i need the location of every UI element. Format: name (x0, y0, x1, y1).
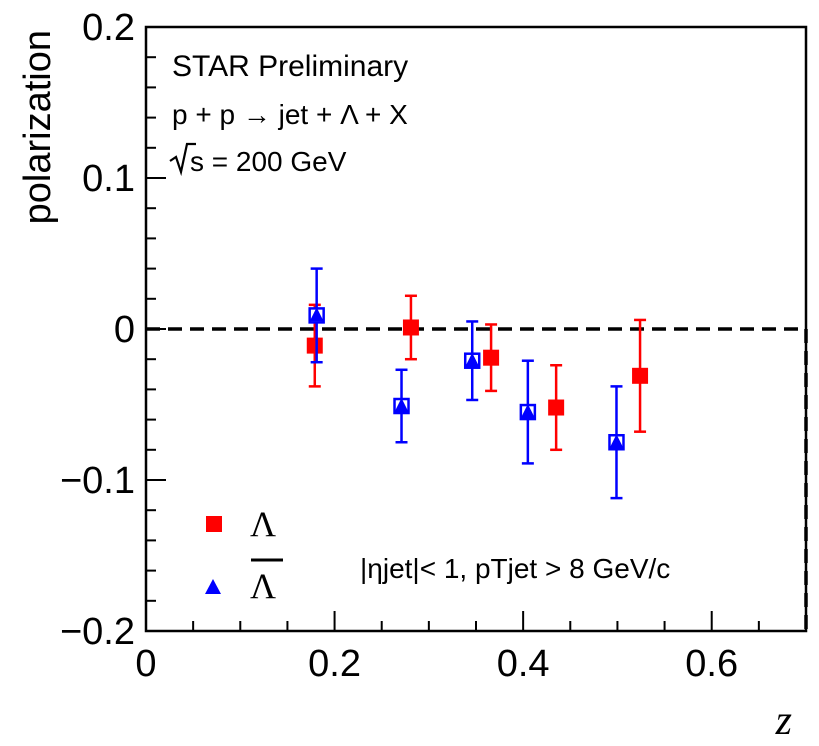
antilambda-point (463, 320, 481, 402)
x-tick-label: 0.2 (308, 643, 361, 685)
marker-filled-square (402, 319, 419, 336)
sqrt-symbol (169, 142, 196, 177)
y-tick-label: 0.1 (82, 158, 135, 200)
x-axis-title: z (775, 698, 792, 744)
lambda-point (483, 323, 500, 393)
legend-label-antilambda: Λ (250, 566, 276, 606)
energy-annotation: s = 200 GeV (169, 142, 347, 177)
y-tick-label: −0.2 (60, 611, 135, 653)
marker-filled-square (306, 337, 323, 354)
energy-annotation-text: s = 200 GeV (190, 146, 347, 177)
lambda-point (632, 318, 649, 433)
antilambda-point (308, 267, 325, 364)
x-tick-label: 0.4 (497, 643, 550, 685)
legend: Λ Λ (205, 504, 283, 606)
antilambda-point (393, 368, 410, 444)
lambda-point (548, 363, 565, 452)
x-tick-label: 0 (135, 643, 156, 685)
y-tick-label: −0.1 (60, 460, 135, 502)
legend-label-lambda: Λ (250, 504, 276, 544)
chart-title: STAR Preliminary (172, 50, 408, 83)
marker-filled-triangle (394, 398, 409, 413)
marker-filled-square (483, 349, 500, 366)
y-tick-label: 0.2 (82, 7, 135, 49)
cuts-annotation: |ηjet|< 1, pTjet > 8 GeV/c (360, 553, 670, 584)
legend-marker-antilambda (205, 579, 221, 594)
marker-filled-square (632, 367, 649, 384)
y-tick-label: 0 (114, 309, 135, 351)
data-marks (306, 267, 649, 500)
marker-filled-triangle (609, 434, 624, 449)
lambda-point (402, 294, 419, 361)
marker-filled-triangle (520, 404, 535, 419)
antilambda-point (519, 359, 537, 465)
process-annotation: p + p → jet + Λ + X (172, 99, 408, 130)
marker-filled-triangle (309, 307, 324, 322)
axes: 0 0.2 0.4 0.6 −0.2 −0.1 0 0.1 0.2 (60, 7, 808, 685)
antilambda-point (608, 385, 625, 500)
marker-filled-triangle (465, 352, 480, 367)
marker-filled-square (548, 399, 565, 416)
y-axis-title: polarization (17, 30, 59, 224)
legend-marker-lambda (206, 516, 222, 532)
x-tick-label: 0.6 (685, 643, 738, 685)
